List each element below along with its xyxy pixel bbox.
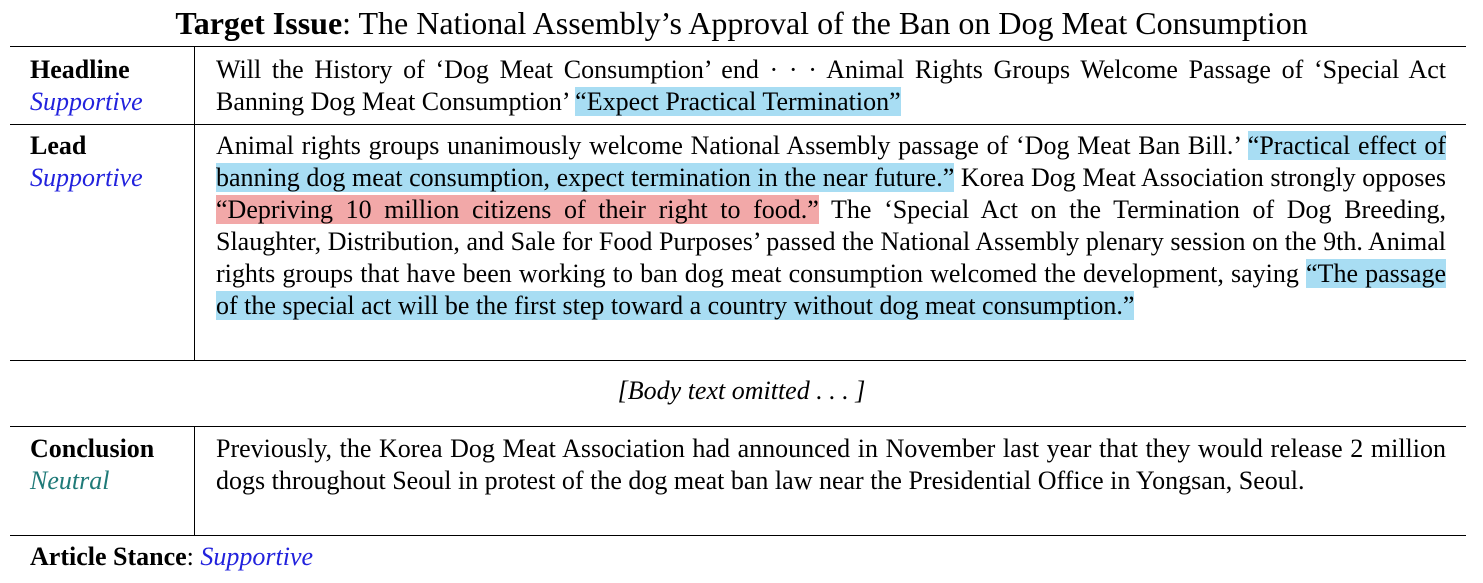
article-stance-separator: : <box>186 542 201 571</box>
headline-text: Will the History of ‘Dog Meat Consumptio… <box>216 54 1446 118</box>
column-divider <box>194 46 195 360</box>
title-separator: : <box>342 5 359 41</box>
lead-text-2: Korea Dog Meat Association strongly oppo… <box>954 163 1447 192</box>
lead-label: Lead Supportive <box>30 130 143 194</box>
lead-opposing-quote: “Depriving 10 million citizens of their … <box>216 195 819 224</box>
headline-plain: Will the History of ‘Dog Meat Consumptio… <box>216 55 1446 116</box>
lead-name: Lead <box>30 131 87 160</box>
headline-stance: Supportive <box>30 87 143 116</box>
title-label: Target Issue <box>175 5 343 41</box>
article-stance: Article Stance: Supportive <box>30 541 313 573</box>
row-divider <box>10 124 1466 125</box>
title-text: The National Assembly’s Approval of the … <box>358 5 1308 41</box>
headline-label: Headline Supportive <box>30 54 143 118</box>
conclusion-text: Previously, the Korea Dog Meat Associati… <box>216 434 1446 495</box>
row-divider <box>10 426 1466 427</box>
lead-text-1: Animal rights groups unanimously welcome… <box>216 131 1248 160</box>
column-divider <box>194 426 195 535</box>
headline-name: Headline <box>30 55 130 84</box>
conclusion-stance: Neutral <box>30 466 110 495</box>
headline-supportive-quote: “Expect Practical Termination” <box>575 87 901 116</box>
table-bottom-rule <box>10 535 1466 536</box>
row-divider <box>10 360 1466 361</box>
lead-text-3: The ‘Special Act on the Termination of D… <box>216 195 1446 288</box>
table-top-rule <box>10 46 1466 47</box>
body-omitted-note: [Body text omitted . . . ] <box>617 376 866 405</box>
conclusion-label: Conclusion Neutral <box>30 433 154 497</box>
conclusion-name: Conclusion <box>30 434 155 463</box>
figure-title: Target Issue: The National Assembly’s Ap… <box>0 2 1483 44</box>
lead-stance: Supportive <box>30 163 143 192</box>
article-stance-label: Article Stance <box>30 542 187 571</box>
lead-text: Animal rights groups unanimously welcome… <box>216 130 1447 322</box>
article-stance-value: Supportive <box>200 542 314 571</box>
